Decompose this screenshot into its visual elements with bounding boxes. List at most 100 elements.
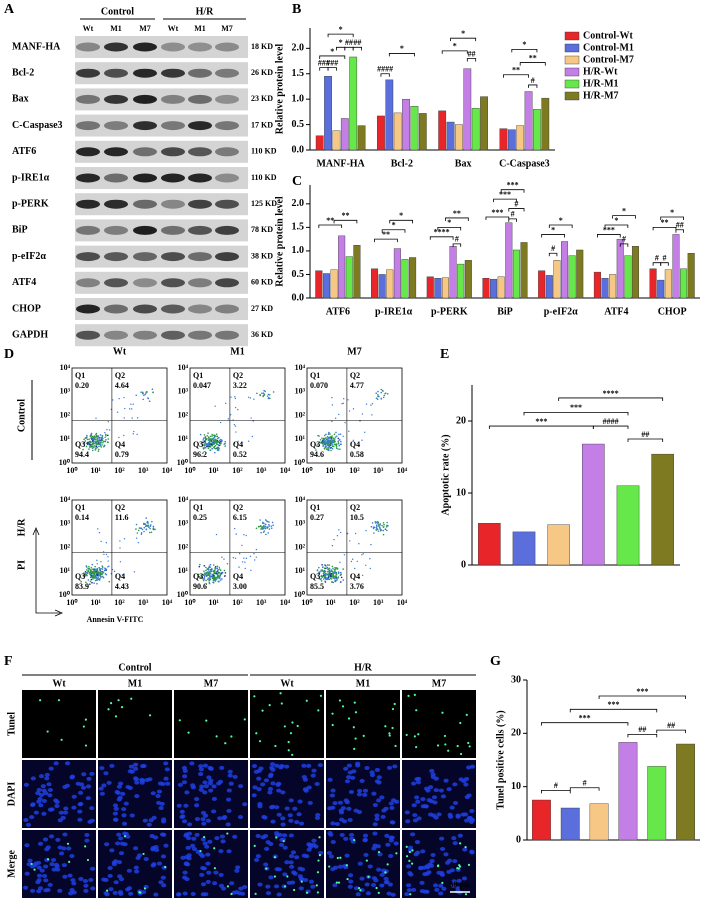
flow-event [206,568,209,570]
flow-event [203,434,206,436]
flow-event [215,572,217,575]
nucleus [390,892,396,897]
quadrant-name: Q1 [193,371,203,380]
flow-event [337,440,340,442]
quadrant-name: Q4 [233,572,243,581]
flow-event [340,573,342,576]
nucleus [38,803,44,808]
nucleus [39,868,45,873]
nucleus [90,886,96,891]
flow-plot [71,367,168,464]
flow-event [333,538,335,541]
flow-event [221,578,223,580]
nucleus [362,838,368,843]
legend-label: H/R-Wt [583,66,618,77]
nucleus [107,866,113,871]
tunel-spot [459,721,462,725]
significance-label: *** [608,700,620,709]
nucleus [127,769,133,774]
flow-event [351,558,354,560]
nucleus [337,864,344,869]
nucleus [355,763,361,768]
tunel-spot [346,877,349,881]
flow-event [208,582,211,585]
blot-band [104,304,128,314]
flow-event [95,432,98,435]
flow-event [334,576,337,579]
nucleus [463,776,470,781]
flow-event [100,436,102,439]
flow-event [112,399,114,401]
bar [418,113,427,151]
flow-event [385,526,388,528]
significance-label: **** [603,389,619,398]
tunel-spot [68,860,71,863]
flow-event [103,569,106,572]
blot-band [188,278,212,288]
bar [482,278,490,299]
flow-event [106,429,108,431]
nucleus [229,881,235,886]
bar [457,263,465,299]
bar [371,268,379,299]
flow-event [207,436,210,439]
x-tick-label: 10⁴ [280,598,291,607]
significance-label: * [330,47,334,56]
tunel-spot [305,699,308,702]
nucleus [27,858,33,863]
tunel-spot [293,888,296,892]
scale-label: 50 μm [449,880,471,889]
bar [649,268,657,299]
flow-event [208,565,211,567]
nucleus [334,821,340,826]
blot-band [133,225,157,235]
nucleus [211,796,218,801]
group-label: H/R [354,662,373,673]
tunel-spot [279,692,282,695]
flow-event [364,431,366,434]
flow-event [260,531,262,534]
nucleus [330,821,336,826]
flow-event [149,525,152,527]
nucleus [387,882,393,887]
flow-event [216,448,219,450]
blot-band [215,42,239,52]
nucleus [118,836,124,841]
flow-event [212,564,215,566]
x-tick-label: MANF-HA [316,158,365,169]
nucleus [200,866,206,871]
flow-event [335,447,338,450]
flow-event [96,446,99,449]
flow-event [89,580,92,583]
significance-label: # [531,76,535,85]
nucleus [357,861,363,866]
nucleus [432,800,438,805]
flow-event [99,444,102,447]
flow-event [267,526,269,528]
micrograph [174,690,248,758]
flow-event [339,531,342,534]
flow-event [215,533,218,536]
flow-event [93,438,96,441]
significance-bracket [445,217,469,221]
nucleus [107,873,113,878]
nucleus [344,853,350,858]
size-label: 26 KD [251,68,273,77]
flow-event [338,433,340,436]
nucleus [116,832,122,837]
significance-bracket [511,48,538,53]
flow-event [203,577,205,579]
flow-event [237,408,239,411]
nucleus [228,781,234,786]
nucleus [67,873,73,878]
flow-event [327,576,330,578]
flow-event [213,575,216,578]
flow-event [140,532,143,534]
flow-event [218,442,221,444]
flow-event [128,408,131,410]
nucleus [386,765,393,770]
flow-event [217,580,220,583]
nucleus [69,854,75,859]
tunel-spot [143,887,147,890]
nucleus [123,831,129,836]
